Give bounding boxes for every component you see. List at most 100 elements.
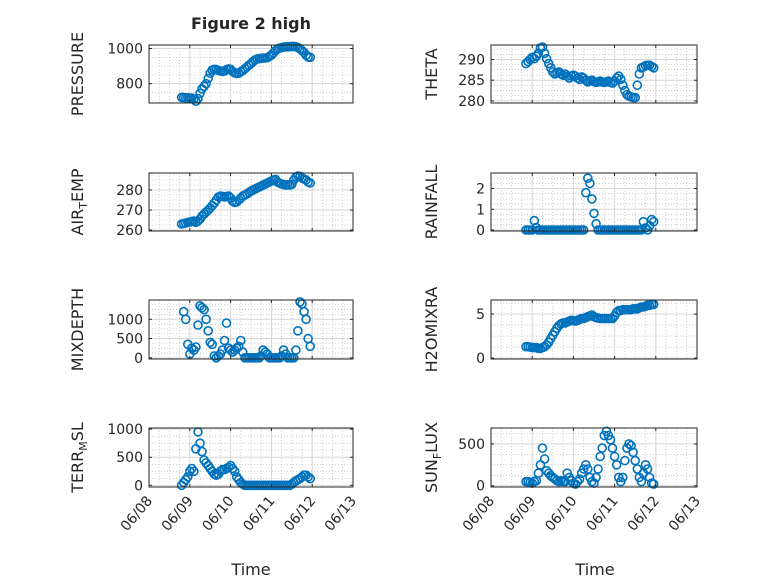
y-tick-label: 800: [116, 77, 143, 93]
data-point: [630, 92, 641, 103]
data-point: [605, 434, 616, 445]
y-tick-label: 0: [134, 351, 143, 367]
series-markers: [521, 426, 659, 489]
data-point: [221, 318, 232, 328]
y-axis-label: RAINFALL: [422, 165, 441, 240]
data-point: [236, 335, 246, 346]
data-point: [572, 476, 583, 487]
data-point: [189, 466, 199, 477]
subplot-8: 0 500 06/08 06/09 06/10 06/11 06/12 06/13 SUNFLU…: [422, 422, 704, 535]
data-point: [189, 216, 199, 226]
data-point: [591, 472, 601, 483]
data-point: [597, 443, 608, 453]
data-point: [593, 464, 603, 474]
axes-box: [148, 299, 354, 360]
subplot-2: 280 285 290 THETA: [422, 42, 698, 110]
x-tick-label: 06/09: [501, 493, 539, 534]
subplot-6: 0 5 H2OMIXRA: [422, 287, 698, 372]
data-point: [617, 80, 628, 90]
data-point: [225, 345, 236, 355]
y-tick-label: 1000: [107, 422, 143, 438]
data-point: [636, 476, 647, 487]
data-point: [582, 464, 593, 474]
data-point: [617, 472, 628, 483]
data-point: [303, 472, 313, 482]
data-point: [541, 53, 552, 64]
y-axis-label: TERRMSL: [68, 422, 90, 494]
data-point: [646, 61, 657, 72]
series-markers: [521, 299, 659, 354]
y-tick-label: 5: [476, 307, 485, 323]
data-point: [295, 297, 305, 307]
y-axis-label: PRESSURE: [68, 32, 87, 116]
data-point: [195, 88, 205, 99]
subplot-7: 0 500 1000 06/08 06/09 06/10 06/11 06/12 06/13 TE…: [68, 422, 360, 534]
data-point: [191, 342, 201, 352]
figure-title: Figure 2 high: [191, 14, 311, 33]
series-markers: [521, 42, 659, 103]
subplot-1: 800 1000 PRESSURE: [68, 32, 354, 116]
data-point: [539, 454, 550, 464]
data-point: [632, 80, 643, 90]
y-tick-label: 0: [476, 223, 485, 239]
data-point: [199, 304, 209, 315]
subplot-5: 0 500 1000 MIXDEPTH: [68, 288, 354, 371]
y-tick-label: 500: [458, 437, 485, 453]
data-point: [582, 173, 593, 183]
y-axis-label: SUNFLUX: [422, 422, 444, 493]
data-point: [611, 459, 622, 470]
data-point: [201, 78, 211, 89]
data-point: [193, 320, 203, 330]
series-markers: [521, 173, 659, 235]
data-point: [203, 325, 213, 336]
y-tick-label: 1: [476, 202, 485, 218]
y-tick-label: 280: [116, 183, 143, 199]
axes-box: [148, 44, 354, 104]
data-point: [646, 214, 657, 225]
y-tick-label: 285: [458, 73, 485, 89]
data-point: [574, 74, 585, 85]
data-point: [644, 472, 655, 483]
y-axis-label: THETA: [422, 48, 441, 100]
x-tick-label: 06/11: [583, 493, 621, 534]
axes-box: [490, 427, 698, 488]
x-tick-label: 06/12: [281, 493, 319, 534]
data-point: [178, 306, 189, 317]
series-markers: [176, 171, 316, 229]
y-tick-label: 260: [116, 223, 143, 239]
data-point: [293, 325, 303, 336]
x-tick-label: 06/09: [159, 493, 197, 534]
data-point: [585, 178, 595, 189]
data-point: [305, 52, 316, 63]
data-point: [305, 178, 316, 188]
x-tick-label: 06/10: [542, 493, 580, 534]
y-tick-label: 0: [134, 478, 143, 494]
data-point: [595, 451, 606, 462]
data-point: [580, 187, 591, 198]
data-point: [299, 306, 309, 317]
y-tick-label: 500: [116, 332, 143, 348]
x-tick-label: 06/08: [460, 493, 498, 534]
x-tick-label: 06/11: [240, 493, 278, 534]
data-point: [291, 345, 301, 355]
y-tick-label: 0: [476, 479, 485, 495]
subplot-4: 0 1 2 RAINFALL: [422, 165, 698, 240]
data-point: [305, 473, 316, 484]
data-point: [648, 63, 659, 73]
data-point: [301, 314, 311, 325]
data-point: [183, 472, 193, 482]
data-point: [615, 74, 626, 85]
x-tick-label: 06/13: [666, 493, 704, 534]
axes-box: [148, 172, 354, 232]
data-point: [537, 443, 548, 453]
y-axis-label: MIXDEPTH: [68, 288, 87, 371]
y-tick-label: 1000: [107, 312, 143, 328]
series-markers: [176, 427, 316, 491]
data-point: [611, 73, 622, 83]
y-tick-label: 1000: [107, 42, 143, 58]
data-point: [205, 337, 215, 348]
y-tick-label: 0: [476, 351, 485, 367]
x-tick-label: 06/10: [199, 493, 237, 534]
x-axis-label-left: Time: [230, 560, 270, 579]
